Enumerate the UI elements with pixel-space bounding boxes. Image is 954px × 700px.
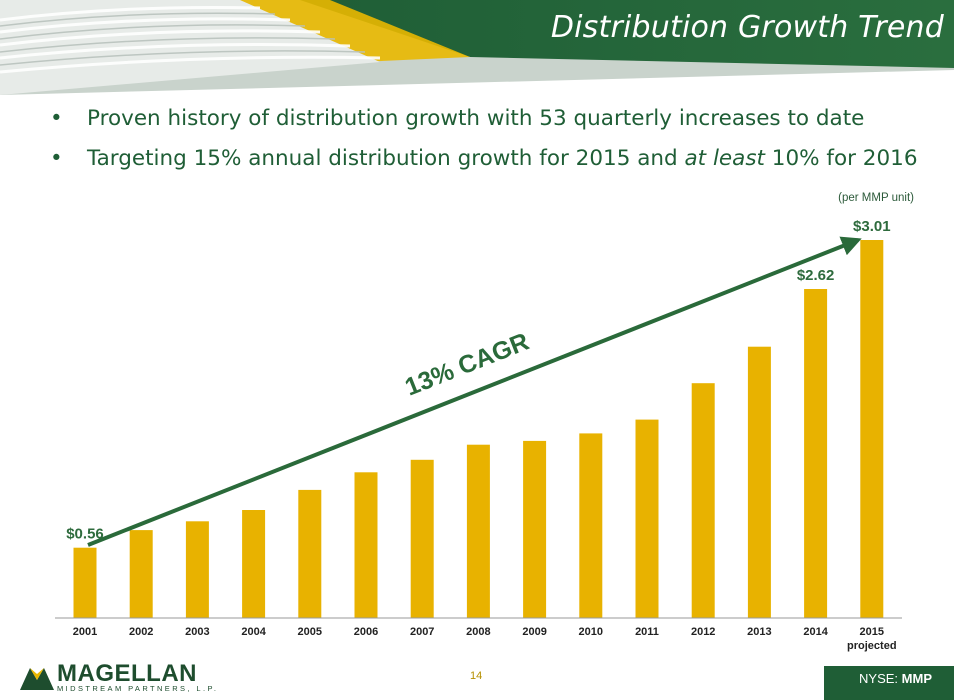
cagr-annotation: 13% CAGR — [401, 328, 533, 402]
bar-2013 — [747, 346, 771, 618]
header-band — [0, 0, 954, 95]
magellan-logo-icon — [20, 668, 54, 690]
bullet-emphasis: at least — [684, 146, 765, 171]
data-label: $3.01 — [853, 218, 891, 235]
bullet-item: • Proven history of distribution growth w… — [50, 106, 864, 131]
bar-2007 — [410, 459, 434, 618]
x-tick-label: 2002 — [129, 626, 153, 638]
bullet-symbol: • — [50, 106, 63, 131]
ticker-symbol: MMP — [901, 671, 932, 686]
page-number: 14 — [470, 670, 483, 682]
distribution-bar-chart: 2001 2002 2003 2004 2005 2006 2007 2008 2009 2010… — [55, 218, 902, 652]
bar-2009 — [523, 440, 547, 618]
x-tick-label: 2015 — [860, 626, 884, 638]
bar-2010 — [579, 433, 603, 618]
company-logo-name: MAGELLAN — [57, 660, 197, 687]
x-tick-label: 2013 — [747, 626, 771, 638]
bar-2003 — [185, 521, 209, 618]
x-tick-label: 2010 — [579, 626, 603, 638]
bullet-text-end: 10% for 2016 — [764, 146, 918, 171]
cagr-trend-arrow — [87, 236, 862, 547]
x-tick-label: 2012 — [691, 626, 715, 638]
bullet-symbol: • — [50, 146, 63, 171]
bar-2006 — [354, 472, 378, 618]
slide-title: Distribution Growth Trend — [550, 10, 944, 45]
x-tick-sublabel: projected — [847, 640, 897, 652]
bar-2002 — [129, 530, 153, 618]
x-tick-label: 2008 — [466, 626, 490, 638]
x-tick-label: 2011 — [635, 626, 659, 638]
data-label: $2.62 — [797, 267, 835, 284]
bullet-text: Targeting 15% annual distribution growth… — [87, 146, 685, 171]
bar-2015 — [860, 240, 884, 618]
x-tick-label: 2009 — [522, 626, 546, 638]
bar-2001 — [73, 547, 97, 618]
x-tick-label: 2014 — [803, 626, 828, 638]
unit-note: (per MMP unit) — [838, 192, 914, 204]
bullet-item: • Targeting 15% annual distribution growt… — [50, 146, 918, 171]
x-tick-label: 2006 — [354, 626, 378, 638]
x-tick-label: 2001 — [73, 626, 97, 638]
bar-2011 — [635, 419, 659, 618]
bar-2012 — [691, 383, 715, 618]
ticker-prefix: NYSE: — [859, 671, 902, 686]
data-label: $0.56 — [66, 526, 104, 543]
bullet-text: Proven history of distribution growth wi… — [87, 106, 865, 131]
bar-2004 — [242, 510, 266, 618]
x-tick-label: 2003 — [185, 626, 209, 638]
bar-2008 — [466, 444, 490, 618]
x-tick-label: 2007 — [410, 626, 434, 638]
x-tick-label: 2005 — [298, 626, 322, 638]
x-tick-label: 2004 — [241, 626, 266, 638]
bar-2014 — [804, 289, 828, 618]
company-logo-tagline: MIDSTREAM PARTNERS, L.P. — [57, 684, 219, 693]
bar-2005 — [298, 489, 322, 618]
ticker-badge: NYSE: MMP — [824, 666, 954, 700]
